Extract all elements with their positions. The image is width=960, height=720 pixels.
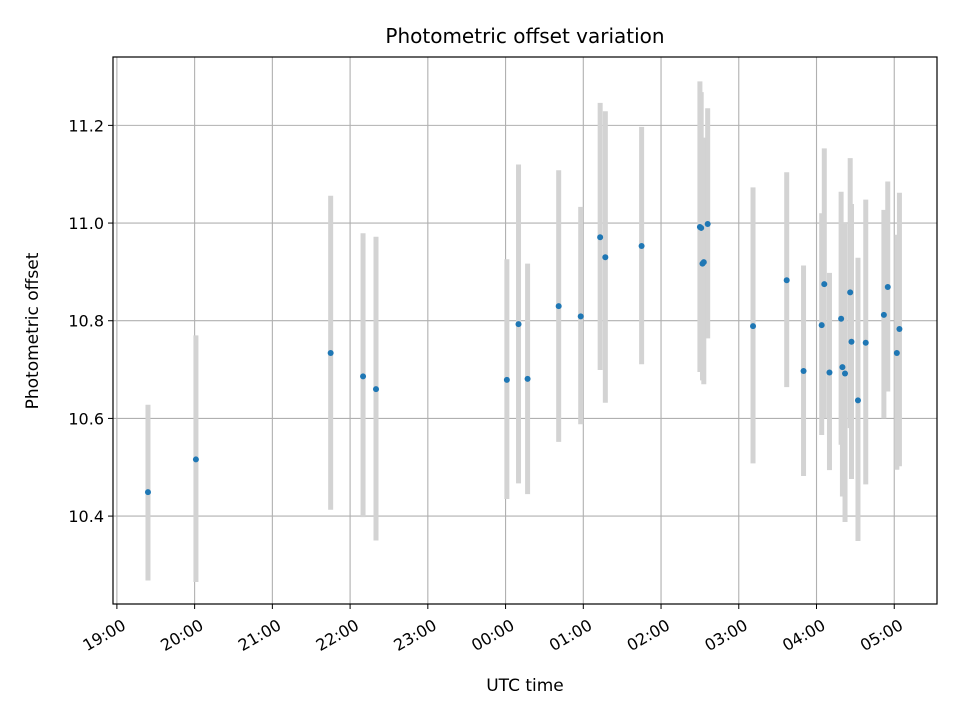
data-point	[524, 375, 531, 382]
y-tick-label: 11.0	[68, 214, 104, 233]
data-point	[555, 303, 562, 310]
data-point	[373, 386, 380, 393]
data-point	[700, 259, 707, 266]
data-point	[577, 313, 584, 320]
data-point	[704, 221, 711, 228]
data-point	[862, 339, 869, 346]
data-point	[880, 311, 887, 318]
y-tick-label: 11.2	[68, 116, 104, 135]
data-point	[360, 373, 367, 380]
data-point	[847, 289, 854, 296]
data-point	[800, 368, 807, 375]
data-point	[144, 489, 151, 496]
data-point	[597, 234, 604, 241]
data-point	[783, 277, 790, 284]
data-point	[848, 338, 855, 345]
data-point	[826, 369, 833, 376]
data-point	[515, 321, 522, 328]
data-point	[821, 281, 828, 288]
y-axis-ticks: 10.4 10.6 10.8 11.0 11.2	[68, 116, 113, 526]
grid	[113, 57, 937, 604]
data-point	[750, 323, 757, 330]
data-point	[503, 376, 510, 383]
chart-title: Photometric offset variation	[385, 24, 664, 48]
plot-frame	[112, 56, 938, 605]
data-point	[893, 349, 900, 356]
y-tick-label: 10.6	[68, 409, 104, 428]
data-point	[327, 349, 334, 356]
data-point	[602, 254, 609, 261]
data-point	[854, 397, 861, 404]
data-point	[192, 456, 199, 463]
data-point	[839, 364, 846, 371]
data-point	[638, 243, 645, 250]
data-points	[144, 221, 903, 496]
data-point	[896, 326, 903, 333]
x-axis-label: UTC time	[486, 676, 564, 696]
y-tick-label: 10.8	[68, 312, 104, 331]
y-axis-label: Photometric offset	[23, 252, 43, 409]
y-tick-label: 10.4	[68, 507, 104, 526]
data-point	[818, 322, 825, 329]
data-point	[698, 224, 705, 231]
data-point	[884, 284, 891, 291]
data-point	[842, 370, 849, 377]
data-point	[838, 315, 845, 322]
